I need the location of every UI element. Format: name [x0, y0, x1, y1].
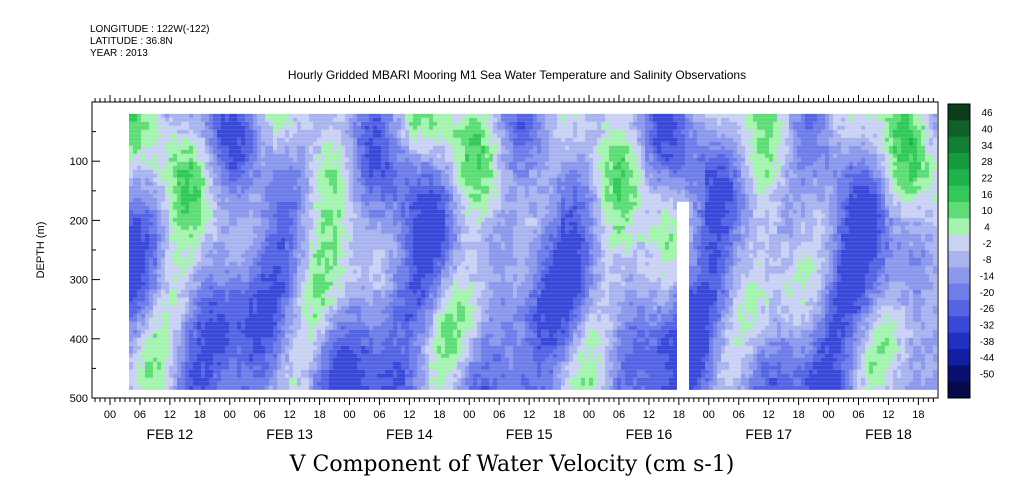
- colorbar-swatch: [948, 104, 970, 121]
- colorbar-label: -20: [980, 288, 995, 299]
- x-hour-label: 06: [134, 409, 146, 421]
- colorbar-label: -50: [980, 370, 995, 381]
- y-tick-label: 400: [70, 334, 88, 346]
- colorbar-swatch: [948, 202, 970, 219]
- colorbar-frame: [947, 103, 971, 399]
- colorbar-swatch: [948, 234, 970, 252]
- x-hour-label: 00: [104, 409, 116, 421]
- colorbar-label: -14: [980, 272, 995, 283]
- colorbar-label: 40: [981, 125, 993, 136]
- colorbar-swatch: [948, 365, 970, 383]
- y-tick-label: 500: [70, 393, 88, 405]
- x-hour-label: 18: [194, 409, 206, 421]
- colorbar-swatch: [948, 185, 970, 203]
- variable-title: V Component of Water Velocity (cm s-1): [289, 452, 735, 477]
- colorbar-swatch: [948, 169, 970, 187]
- colorbar-label: 22: [981, 174, 993, 185]
- colorbar-label: 4: [984, 223, 990, 234]
- y-axis-label: DEPTH (m): [35, 222, 47, 279]
- x-day-label: FEB 18: [865, 426, 912, 442]
- x-day-label: FEB 12: [147, 426, 194, 442]
- x-hour-label: 12: [643, 409, 655, 421]
- colorbar-label: 46: [981, 108, 993, 119]
- x-hour-label: 00: [583, 409, 595, 421]
- x-hour-label: 18: [553, 409, 565, 421]
- colorbar-swatch: [948, 300, 970, 317]
- x-day-label: FEB 16: [626, 426, 673, 442]
- colorbar-label: -2: [983, 239, 992, 250]
- colorbar-label: -26: [980, 304, 995, 315]
- x-hour-label: 06: [852, 409, 864, 421]
- y-tick-label: 100: [70, 156, 88, 168]
- x-day-label: FEB 13: [266, 426, 313, 442]
- x-hour-label: 18: [433, 409, 445, 421]
- colorbar-swatch: [948, 283, 970, 301]
- colorbar-swatch: [948, 349, 970, 366]
- colorbar-label: 16: [981, 190, 993, 201]
- metadata-block: LONGITUDE : 122W(-122) LATITUDE : 36.8N …: [90, 24, 209, 60]
- x-hour-label: 18: [673, 409, 685, 421]
- x-day-label: FEB 15: [506, 426, 553, 442]
- x-hour-label: 00: [463, 409, 475, 421]
- x-hour-label: 18: [313, 409, 325, 421]
- latitude-text: LATITUDE : 36.8N: [90, 36, 173, 47]
- colorbar-label: 10: [981, 206, 993, 217]
- colorbar-swatch: [948, 120, 970, 138]
- longitude-text: LONGITUDE : 122W(-122): [90, 24, 210, 35]
- x-hour-label: 12: [523, 409, 535, 421]
- x-hour-label: 00: [343, 409, 355, 421]
- x-hour-label: 18: [792, 409, 804, 421]
- x-day-label: FEB 17: [745, 426, 792, 442]
- colorbar-swatch: [948, 218, 970, 236]
- x-hour-label: 12: [882, 409, 894, 421]
- colorbar-swatch: [948, 381, 970, 399]
- colorbar-swatch: [948, 316, 970, 334]
- colorbar-swatch: [948, 153, 970, 170]
- x-hour-label: 12: [403, 409, 415, 421]
- x-hour-label: 06: [613, 409, 625, 421]
- colorbar-swatch: [948, 136, 970, 154]
- year-text: YEAR : 2013: [90, 48, 148, 59]
- x-hour-label: 00: [703, 409, 715, 421]
- chart-title: Hourly Gridded MBARI Mooring M1 Sea Wate…: [287, 68, 747, 82]
- x-hour-label: 06: [733, 409, 745, 421]
- x-hour-label: 06: [254, 409, 266, 421]
- colorbar-label: -8: [983, 255, 992, 266]
- x-hour-label: 00: [224, 409, 236, 421]
- colorbar-swatch: [948, 251, 970, 268]
- x-day-label: FEB 14: [386, 426, 433, 442]
- y-tick-label: 200: [70, 215, 88, 227]
- colorbar-swatch: [948, 267, 970, 285]
- colorbar-label: -38: [980, 337, 995, 348]
- heatmap-field: [129, 113, 937, 390]
- x-hour-label: 12: [164, 409, 176, 421]
- x-hour-label: 18: [912, 409, 924, 421]
- colorbar-label: -44: [980, 353, 995, 364]
- x-hour-label: 06: [373, 409, 385, 421]
- x-hour-label: 12: [763, 409, 775, 421]
- colorbar-swatch: [948, 332, 970, 350]
- x-hour-label: 12: [284, 409, 296, 421]
- colorbar-label: -32: [980, 321, 995, 332]
- x-hour-label: 06: [493, 409, 505, 421]
- colorbar-label: 34: [981, 141, 993, 152]
- y-tick-label: 300: [70, 275, 88, 287]
- x-hour-label: 00: [822, 409, 834, 421]
- colorbar-label: 28: [981, 157, 993, 168]
